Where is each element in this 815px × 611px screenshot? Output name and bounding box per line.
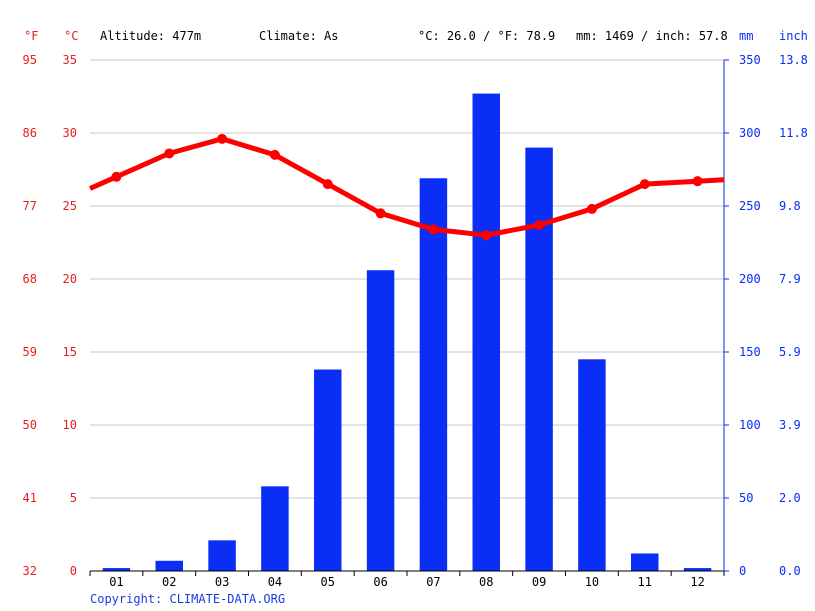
grid-lines (90, 59, 724, 499)
temperature-point (639, 179, 650, 190)
fahrenheit-tick-label: 77 (23, 199, 37, 213)
temperature-point (322, 179, 333, 190)
month-tick-label: 05 (321, 575, 335, 589)
fahrenheit-tick-label: 86 (23, 126, 37, 140)
precipitation-bar (578, 359, 606, 571)
precipitation-bar (102, 568, 131, 571)
fahrenheit-tick-label: 59 (23, 345, 37, 359)
precipitation-bar (155, 560, 183, 571)
precipitation-bar (314, 369, 342, 571)
month-tick-label: 04 (268, 575, 282, 589)
mm-tick-label: 250 (739, 199, 761, 213)
inch-tick-label: 11.8 (779, 126, 808, 140)
celsius-tick-label: 15 (63, 345, 77, 359)
mm-tick-label: 100 (739, 418, 761, 432)
temperature-line-path (88, 136, 725, 238)
month-tick-label: 10 (585, 575, 599, 589)
temperature-point (111, 171, 122, 182)
copyright-link[interactable]: Copyright: CLIMATE-DATA.ORG (90, 592, 286, 606)
celsius-tick-label: 30 (63, 126, 77, 140)
temperature-point (164, 148, 175, 159)
altitude-label: Altitude: 477m (100, 29, 202, 43)
month-tick-label: 01 (109, 575, 123, 589)
precipitation-bar (419, 178, 448, 571)
mm-tick-label: 300 (739, 126, 761, 140)
precipitation-bar (631, 553, 659, 571)
month-tick-label: 08 (479, 575, 493, 589)
precipitation-bar (525, 147, 553, 571)
month-tick-label: 02 (162, 575, 176, 589)
inch-tick-label: 0.0 (779, 564, 801, 578)
temperature-point (586, 203, 597, 214)
mm-tick-label: 150 (739, 345, 761, 359)
celsius-unit-label: °C (64, 29, 79, 43)
month-tick-label: 06 (373, 575, 387, 589)
inch-tick-label: 9.8 (779, 199, 801, 213)
fahrenheit-tick-label: 68 (23, 272, 37, 286)
month-tick-label: 11 (638, 575, 652, 589)
total-precipitation-label: mm: 1469 / inch: 57.8 (576, 29, 728, 43)
inch-tick-label: 7.9 (779, 272, 801, 286)
temperature-point (217, 133, 228, 144)
temperature-point (481, 230, 492, 241)
axes (89, 59, 729, 576)
temperature-point (534, 219, 545, 230)
fahrenheit-tick-label: 95 (23, 53, 37, 67)
temperature-point (692, 176, 703, 187)
inch-unit-label: inch (779, 29, 808, 43)
axis-tick-labels: 32 0 0 0.0 41 5 50 2.0 50 10 100 3.9 59 15 150 5.9 68 20 2… (23, 53, 808, 589)
average-temperature-label: °C: 26.0 / °F: 78.9 (418, 29, 556, 43)
precipitation-bar (366, 270, 395, 571)
fahrenheit-unit-label: °F (24, 29, 39, 43)
temperature-line (88, 133, 725, 241)
fahrenheit-tick-label: 41 (23, 491, 37, 505)
mm-tick-label: 200 (739, 272, 761, 286)
celsius-tick-label: 35 (63, 53, 77, 67)
inch-tick-label: 3.9 (779, 418, 801, 432)
temperature-point (375, 208, 386, 219)
celsius-tick-label: 0 (70, 564, 77, 578)
celsius-tick-label: 5 (70, 491, 77, 505)
mm-tick-label: 0 (739, 564, 746, 578)
month-tick-label: 07 (426, 575, 440, 589)
inch-tick-label: 13.8 (779, 53, 808, 67)
celsius-tick-label: 10 (63, 418, 77, 432)
celsius-tick-label: 20 (63, 272, 77, 286)
temperature-point (269, 149, 280, 160)
mm-tick-label: 50 (739, 491, 753, 505)
precipitation-bar (683, 568, 712, 571)
mm-unit-label: mm (739, 29, 754, 43)
precipitation-bar (261, 486, 289, 571)
month-tick-label: 03 (215, 575, 229, 589)
celsius-tick-label: 25 (63, 199, 77, 213)
temperature-point (428, 224, 439, 235)
mm-tick-label: 350 (739, 53, 761, 67)
month-tick-label: 09 (532, 575, 546, 589)
month-tick-label: 12 (690, 575, 704, 589)
inch-tick-label: 2.0 (779, 491, 801, 505)
fahrenheit-tick-label: 32 (23, 564, 37, 578)
climate-label: Climate: As (259, 29, 339, 43)
inch-tick-label: 5.9 (779, 345, 801, 359)
precipitation-bar (208, 540, 236, 571)
fahrenheit-tick-label: 50 (23, 418, 37, 432)
precipitation-bar (472, 93, 500, 571)
precipitation-bars (102, 93, 712, 571)
